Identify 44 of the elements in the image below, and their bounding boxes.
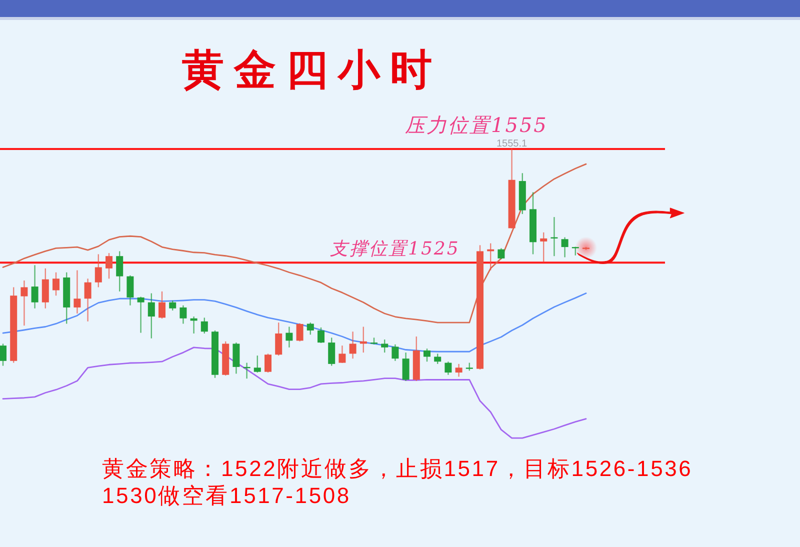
- candlestick: [561, 236, 568, 258]
- ref-line-label: 支撑位置1525: [330, 238, 460, 260]
- candlestick: [318, 326, 324, 344]
- candlestick: [381, 338, 388, 354]
- chart-title: 黄金四小时: [182, 45, 442, 94]
- candlestick: [349, 331, 356, 360]
- candlestick: [126, 274, 134, 306]
- candlestick: [424, 348, 430, 362]
- text: 1530做空看1517-1508: [102, 483, 351, 508]
- candlestick: [74, 270, 81, 314]
- candlestick: [200, 317, 208, 334]
- candlestick: [148, 292, 155, 339]
- candlestick: [94, 254, 102, 288]
- candlestick: [434, 353, 442, 365]
- candlestick: [264, 353, 272, 374]
- candlestick: [52, 272, 60, 296]
- candlestick: [402, 352, 410, 382]
- candlestick: [306, 322, 314, 336]
- candlestick: [158, 290, 166, 320]
- candlestick: [180, 304, 187, 324]
- candlestick: [137, 296, 144, 334]
- candlestick: [0, 343, 6, 366]
- candlestick: [540, 232, 548, 263]
- candlestick: [455, 363, 462, 378]
- candlestick: [275, 322, 282, 356]
- candlestick: [328, 337, 336, 366]
- candlestick: [42, 268, 49, 309]
- candlestick: [392, 344, 399, 362]
- candlestick: [84, 278, 92, 322]
- candlestick: [296, 322, 304, 342]
- candlestick: [116, 250, 124, 292]
- candlestick: [286, 326, 293, 348]
- candlestick: [31, 264, 38, 309]
- candlestick: [254, 354, 261, 374]
- candlestick: [338, 344, 346, 364]
- candlestick: [498, 248, 505, 260]
- candlestick: [20, 280, 28, 326]
- candlestick: [232, 342, 240, 374]
- candlestick: [169, 300, 176, 312]
- annotation: 1555.1: [496, 138, 528, 150]
- candlestick: [444, 361, 452, 376]
- candlestick: [106, 252, 112, 280]
- ref-line-label: 压力位置1555: [405, 112, 548, 137]
- text: 黄金策略：1522附近做多，止损1517，目标1526-1536: [102, 456, 693, 481]
